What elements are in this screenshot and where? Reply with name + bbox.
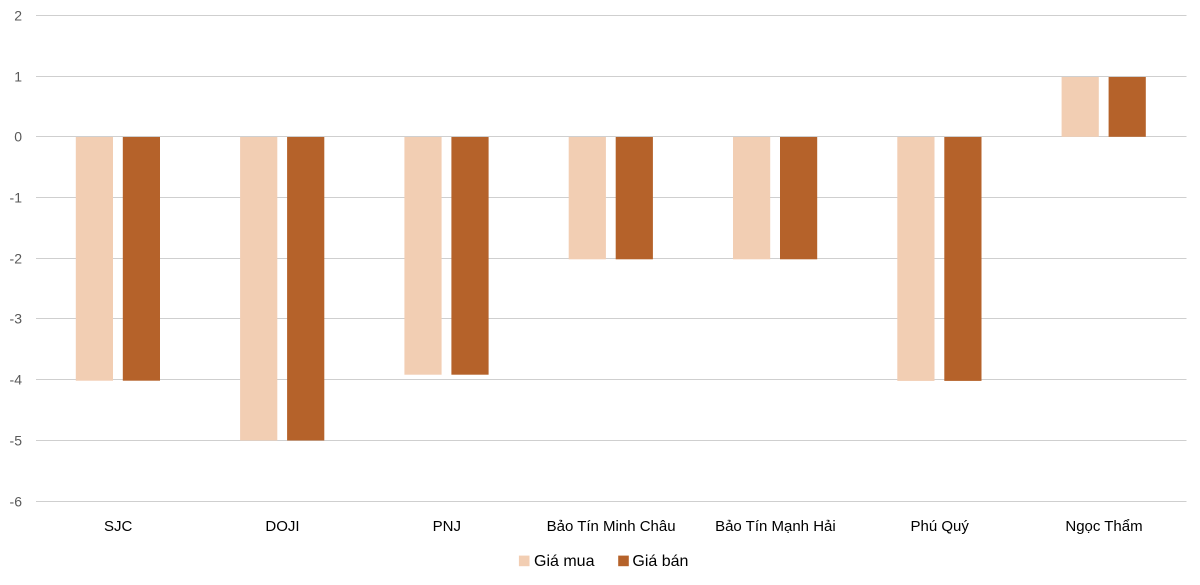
svg-text:Bảo Tín Minh Châu: Bảo Tín Minh Châu	[547, 518, 676, 535]
svg-text:2: 2	[14, 8, 22, 24]
svg-text:Giá mua: Giá mua	[534, 553, 595, 570]
svg-text:-5: -5	[10, 433, 23, 449]
svg-text:-3: -3	[10, 311, 23, 327]
svg-text:Bảo Tín Mạnh Hải: Bảo Tín Mạnh Hải	[715, 518, 836, 535]
svg-text:Giá bán: Giá bán	[632, 553, 688, 570]
svg-text:-4: -4	[10, 372, 23, 388]
svg-text:1: 1	[14, 69, 22, 85]
svg-text:Ngọc Thẩm: Ngọc Thẩm	[1065, 518, 1142, 535]
svg-text:-1: -1	[10, 190, 23, 206]
svg-text:-6: -6	[10, 494, 23, 510]
svg-text:PNJ: PNJ	[433, 518, 461, 535]
svg-text:DOJI: DOJI	[265, 518, 299, 535]
svg-text:SJC: SJC	[104, 518, 133, 535]
svg-text:0: 0	[14, 129, 22, 145]
svg-text:Phú Quý: Phú Quý	[911, 518, 970, 535]
svg-text:-2: -2	[10, 251, 23, 267]
